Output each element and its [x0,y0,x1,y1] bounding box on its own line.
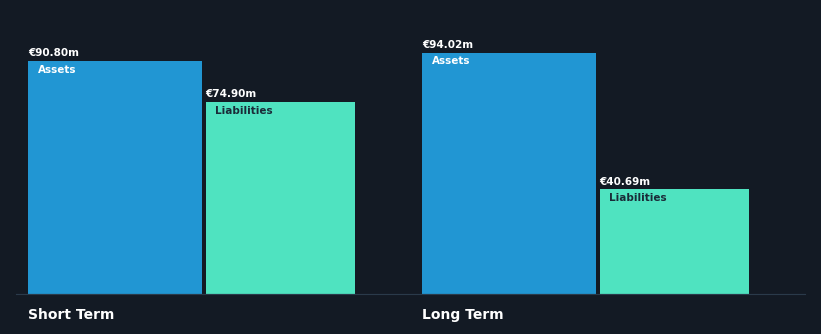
Bar [599,189,750,294]
Text: Short Term: Short Term [28,308,115,322]
Text: €90.80m: €90.80m [28,48,80,58]
Bar [28,61,202,294]
Text: Assets: Assets [38,65,76,75]
Bar [205,102,355,294]
Text: €40.69m: €40.69m [599,177,651,187]
Text: €94.02m: €94.02m [422,40,474,50]
Text: Long Term: Long Term [422,308,504,322]
Text: €74.90m: €74.90m [205,89,257,99]
Bar [422,52,596,294]
Text: Liabilities: Liabilities [609,193,667,203]
Text: Assets: Assets [432,56,470,66]
Text: Liabilities: Liabilities [215,106,273,116]
